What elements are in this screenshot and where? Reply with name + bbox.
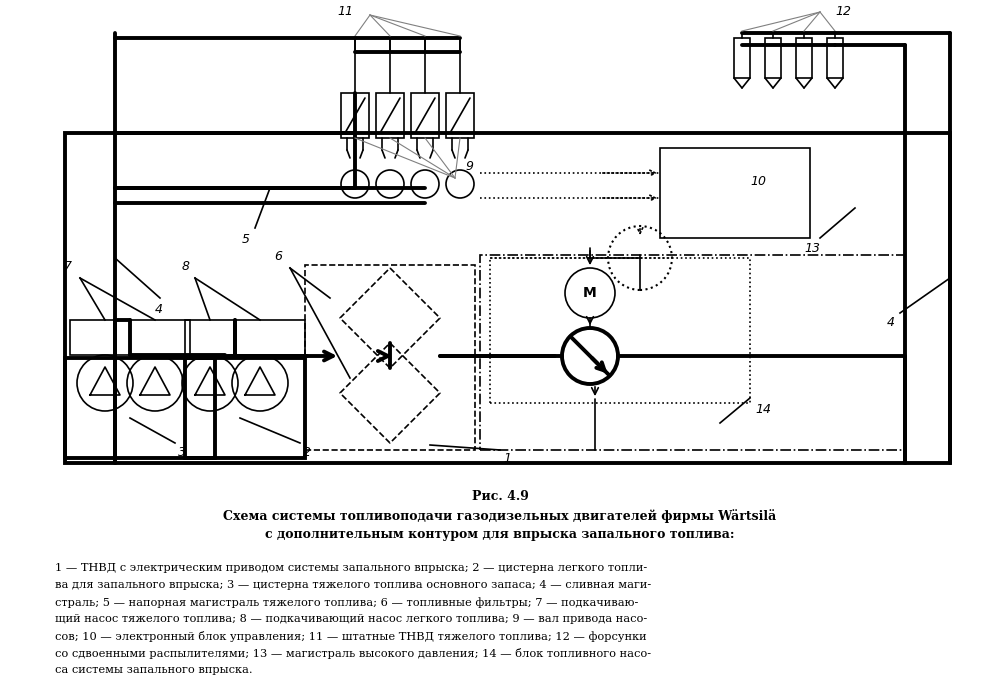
Text: 12: 12 xyxy=(835,5,851,18)
Bar xyxy=(734,38,750,78)
Bar xyxy=(65,358,215,458)
Text: сов; 10 — электронный блок управления; 11 — штатные ТНВД тяжелого топлива; 12 — : сов; 10 — электронный блок управления; 1… xyxy=(55,631,647,642)
Bar xyxy=(185,320,305,355)
Text: 1: 1 xyxy=(503,452,511,465)
Text: 4: 4 xyxy=(887,316,895,329)
Bar xyxy=(70,320,190,355)
Text: са системы запального впрыска.: са системы запального впрыска. xyxy=(55,665,253,675)
Text: 3: 3 xyxy=(178,446,186,459)
Text: 2: 2 xyxy=(303,446,311,459)
Text: 14: 14 xyxy=(755,403,771,416)
Bar xyxy=(765,38,781,78)
Text: щий насос тяжелого топлива; 8 — подкачивающий насос легкого топлива; 9 — вал при: щий насос тяжелого топлива; 8 — подкачив… xyxy=(55,614,647,624)
Text: 6: 6 xyxy=(274,250,282,263)
Bar xyxy=(376,93,404,138)
Text: ва для запального впрыска; 3 — цистерна тяжелого топлива основного запаса; 4 — с: ва для запального впрыска; 3 — цистерна … xyxy=(55,580,651,590)
Text: страль; 5 — напорная магистраль тяжелого топлива; 6 — топливные фильтры; 7 — под: страль; 5 — напорная магистраль тяжелого… xyxy=(55,597,638,608)
Bar xyxy=(446,93,474,138)
Bar xyxy=(490,258,750,403)
Bar xyxy=(411,93,439,138)
Text: 10: 10 xyxy=(750,175,766,188)
Text: Схема системы топливоподачи газодизельных двигателей фирмы Wärtsilä: Схема системы топливоподачи газодизельны… xyxy=(223,509,777,523)
Text: 8: 8 xyxy=(182,260,190,273)
Text: с дополнительным контуром для впрыска запального топлива:: с дополнительным контуром для впрыска за… xyxy=(265,528,735,541)
Bar xyxy=(305,265,475,450)
Text: 4: 4 xyxy=(155,303,163,316)
Text: 7: 7 xyxy=(64,260,72,273)
Text: 13: 13 xyxy=(804,242,820,255)
Text: 1 — ТНВД с электрическим приводом системы запального впрыска; 2 — цистерна легко: 1 — ТНВД с электрическим приводом систем… xyxy=(55,563,647,573)
Bar xyxy=(65,133,950,463)
Bar xyxy=(660,148,810,238)
Text: Рис. 4.9: Рис. 4.9 xyxy=(472,490,528,503)
Text: 11: 11 xyxy=(337,5,353,18)
Bar xyxy=(827,38,843,78)
Text: 5: 5 xyxy=(242,233,250,246)
Text: со сдвоенными распылителями; 13 — магистраль высокого давления; 14 — блок топлив: со сдвоенными распылителями; 13 — магист… xyxy=(55,648,651,659)
Text: M: M xyxy=(583,286,597,300)
Bar xyxy=(341,93,369,138)
Bar xyxy=(480,255,905,450)
Bar xyxy=(796,38,812,78)
Text: 9: 9 xyxy=(465,160,473,173)
Bar xyxy=(185,358,305,458)
